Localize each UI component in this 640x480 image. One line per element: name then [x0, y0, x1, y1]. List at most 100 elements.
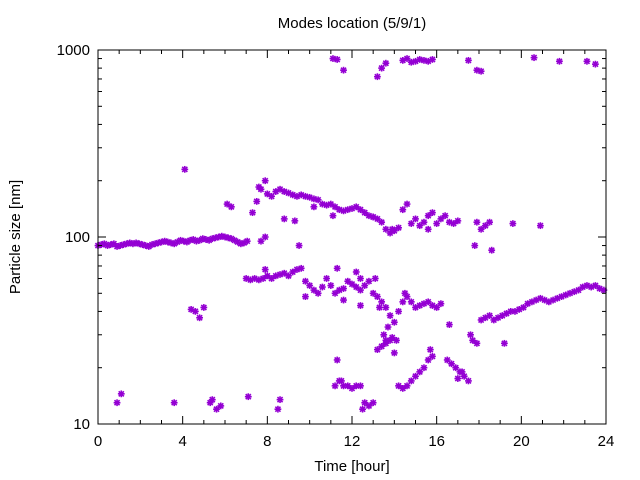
data-point	[486, 312, 493, 319]
data-point	[488, 246, 496, 254]
data-point	[327, 282, 335, 289]
data-point	[338, 377, 345, 385]
data-point	[388, 334, 396, 341]
data-point	[424, 298, 432, 306]
data-point	[274, 405, 282, 413]
data-point	[378, 64, 386, 72]
data-point	[200, 304, 208, 311]
data-point	[276, 185, 284, 193]
data-point	[382, 304, 390, 311]
data-point	[371, 275, 379, 282]
data-point	[401, 289, 409, 297]
y-tick-label: 100	[65, 229, 90, 246]
data-point	[390, 349, 398, 357]
data-point	[181, 165, 189, 173]
data-point	[243, 237, 251, 245]
data-point	[244, 393, 252, 401]
data-point	[261, 266, 269, 273]
data-point	[291, 217, 299, 225]
data-point	[382, 59, 390, 67]
data-point	[113, 399, 121, 407]
data-point	[412, 304, 419, 311]
data-point	[407, 377, 415, 385]
x-tick-label: 8	[263, 433, 271, 450]
data-point	[295, 242, 303, 249]
data-point	[255, 183, 263, 191]
data-point	[340, 296, 347, 304]
data-point	[433, 220, 441, 227]
data-point	[297, 264, 305, 272]
data-point	[420, 364, 428, 372]
data-point	[208, 396, 216, 404]
y-axis-label: Particle size [nm]	[7, 180, 24, 294]
data-point	[361, 282, 369, 289]
data-point	[376, 304, 383, 311]
data-point	[361, 209, 369, 217]
data-point	[268, 192, 275, 200]
data-point	[323, 275, 330, 282]
data-point	[196, 314, 203, 322]
data-point	[359, 405, 366, 413]
data-point	[357, 302, 364, 309]
data-point	[380, 331, 388, 339]
data-point	[357, 286, 364, 294]
data-point	[253, 198, 261, 205]
data-point	[117, 390, 125, 398]
data-point	[378, 218, 386, 226]
data-point	[403, 200, 411, 208]
data-point	[450, 220, 457, 227]
x-tick-label: 4	[178, 433, 186, 450]
data-point	[429, 352, 436, 360]
data-point	[217, 402, 225, 410]
data-point	[592, 60, 599, 68]
x-tick-label: 24	[598, 433, 615, 450]
data-point	[429, 209, 436, 217]
data-point	[452, 364, 460, 372]
data-point	[448, 360, 455, 368]
data-point	[509, 220, 517, 227]
data-point	[445, 321, 453, 329]
data-point	[407, 298, 415, 306]
data-point	[437, 300, 445, 308]
x-tick-label: 20	[513, 433, 530, 450]
data-point	[395, 224, 402, 232]
data-point	[473, 339, 481, 347]
data-point	[424, 225, 432, 233]
data-point	[352, 268, 360, 276]
y-tick-label: 1000	[57, 42, 90, 59]
data-point	[420, 218, 428, 226]
data-point	[378, 298, 386, 306]
data-point	[486, 218, 493, 226]
data-point	[426, 346, 434, 353]
data-point	[467, 331, 474, 339]
data-point	[403, 382, 411, 390]
data-point	[357, 382, 364, 390]
data-point	[556, 57, 563, 65]
data-point	[280, 215, 288, 223]
x-tick-label: 16	[428, 433, 445, 450]
data-point	[374, 73, 381, 81]
data-point	[261, 233, 269, 241]
data-point	[382, 336, 390, 344]
data-point	[465, 56, 472, 64]
chart-title: Modes location (5/9/1)	[278, 15, 426, 32]
data-point	[501, 339, 508, 347]
data-point	[365, 277, 373, 285]
data-point	[454, 217, 462, 225]
data-point	[458, 368, 466, 376]
data-point	[530, 54, 538, 62]
data-point	[407, 220, 415, 227]
data-point	[412, 215, 419, 223]
data-point	[429, 56, 436, 63]
data-point	[395, 308, 402, 315]
data-point	[388, 225, 396, 233]
data-point	[331, 382, 339, 390]
data-point	[191, 308, 199, 315]
data-point	[416, 368, 424, 376]
data-point	[583, 57, 591, 65]
data-point	[369, 399, 377, 407]
data-point	[340, 285, 347, 292]
data-point	[465, 377, 472, 385]
x-axis-label: Time [hour]	[314, 458, 389, 475]
data-point	[386, 312, 394, 319]
